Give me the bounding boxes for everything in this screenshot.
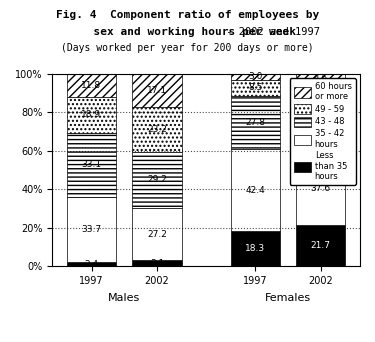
Bar — [231, 74, 280, 79]
Bar — [296, 225, 345, 266]
Text: 3.0: 3.0 — [248, 72, 262, 81]
Bar — [296, 74, 345, 83]
Legend: 60 hours
or more, 49 - 59, 43 - 48, 35 - 42
hours, Less
than 35
hours: 60 hours or more, 49 - 59, 43 - 48, 35 -… — [290, 78, 356, 185]
Text: 29.2: 29.2 — [147, 175, 167, 184]
Bar — [67, 133, 116, 197]
Bar — [231, 96, 280, 149]
Text: 21.7: 21.7 — [311, 241, 331, 250]
Text: 18.9: 18.9 — [81, 110, 102, 119]
Bar — [296, 104, 345, 152]
Bar — [67, 97, 116, 133]
Text: 11.2: 11.2 — [311, 89, 331, 98]
Text: - 2002 and 1997: - 2002 and 1997 — [220, 27, 320, 37]
Bar — [132, 74, 182, 107]
Bar — [67, 197, 116, 262]
Text: 42.4: 42.4 — [245, 186, 265, 195]
Bar — [296, 152, 345, 225]
Bar — [231, 149, 280, 231]
Bar — [132, 261, 182, 266]
Text: 23.2: 23.2 — [147, 125, 167, 134]
Bar — [231, 231, 280, 266]
Text: 37.6: 37.6 — [310, 184, 331, 193]
Text: Females: Females — [265, 293, 311, 303]
Text: 24.8: 24.8 — [311, 124, 331, 133]
Text: 27.8: 27.8 — [245, 118, 265, 127]
Bar — [67, 262, 116, 266]
Text: 11.8: 11.8 — [81, 81, 102, 90]
Bar — [67, 74, 116, 97]
Text: 2.4: 2.4 — [84, 260, 99, 268]
Text: 4.6: 4.6 — [314, 74, 328, 83]
Text: Fig. 4  Component ratio of employees by: Fig. 4 Component ratio of employees by — [56, 10, 319, 20]
Text: (Days worked per year for 200 days or more): (Days worked per year for 200 days or mo… — [61, 43, 314, 53]
Text: 33.1: 33.1 — [81, 160, 102, 170]
Text: 8.5: 8.5 — [248, 83, 262, 92]
Bar — [132, 107, 182, 152]
Text: 27.2: 27.2 — [147, 230, 167, 239]
Text: Males: Males — [108, 293, 140, 303]
Bar — [296, 83, 345, 104]
Text: 18.3: 18.3 — [245, 244, 265, 253]
Bar — [132, 208, 182, 261]
Bar — [231, 79, 280, 96]
Text: 17.1: 17.1 — [147, 86, 167, 95]
Text: 3.1: 3.1 — [150, 259, 164, 268]
Text: sex and working hours per week: sex and working hours per week — [80, 27, 296, 37]
Bar — [132, 152, 182, 208]
Text: 33.7: 33.7 — [81, 225, 102, 234]
